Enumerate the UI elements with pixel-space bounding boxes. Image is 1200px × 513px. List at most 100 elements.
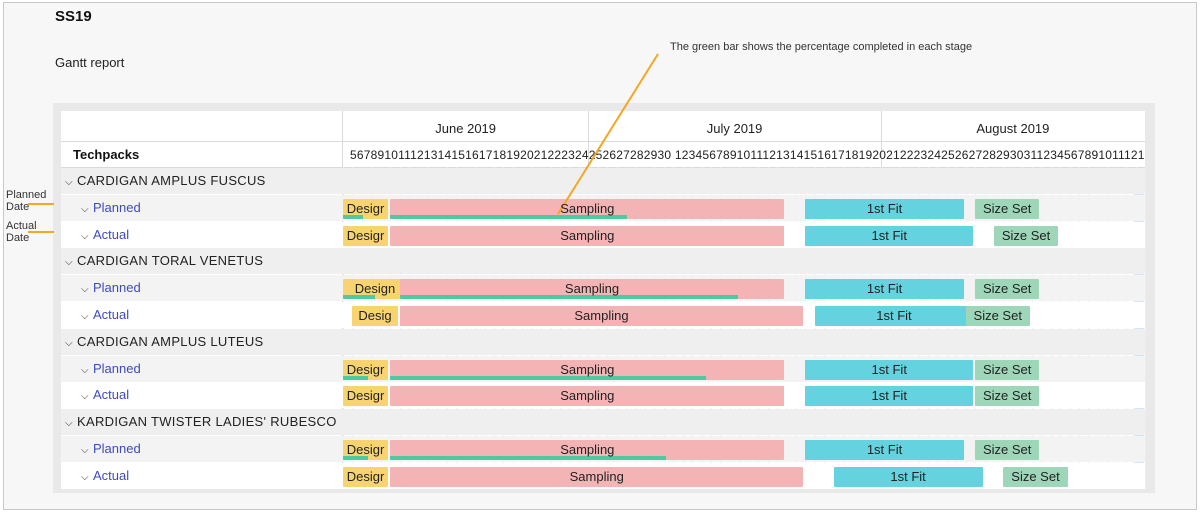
design-bar[interactable]: Desigr	[343, 466, 389, 487]
task-label: Sampling	[560, 361, 615, 377]
planned-row-label[interactable]: ⌵ Planned	[81, 275, 141, 301]
1st-fit-bar[interactable]: 1st Fit	[805, 386, 974, 407]
actual-row: ⌵ Actual Desigr Sampling 1st Fit Size Set	[61, 221, 1145, 248]
size-set-bar[interactable]: Size Set	[975, 440, 1040, 460]
size-set-bar[interactable]: Size Set	[975, 359, 1040, 380]
size-set-bar[interactable]: Size Set	[975, 198, 1040, 219]
task-label: Size Set	[973, 308, 1022, 323]
1st-fit-bar[interactable]: 1st Fit	[814, 306, 974, 326]
report-subtitle: Gantt report	[55, 55, 125, 70]
chevron-down-icon[interactable]: ⌵	[65, 418, 73, 430]
techpack-name-text: KARDIGAN TWISTER LADIES' RUBESCO	[77, 414, 337, 430]
actual-row: ⌵ Actual Desigr Sampling 1st Fit Size Set	[61, 382, 1145, 409]
task-label: Sampling	[564, 281, 620, 297]
chevron-down-icon[interactable]: ⌵	[81, 284, 89, 296]
techpacks-header: Techpacks	[73, 147, 140, 162]
sampling-bar[interactable]: Sampling	[390, 225, 785, 246]
sampling-bar[interactable]: Sampling	[390, 466, 804, 487]
size-set-bar[interactable]: Size Set	[975, 279, 1040, 300]
month-header: June 2019	[435, 121, 497, 136]
actual-link[interactable]: Actual	[93, 226, 130, 242]
chevron-down-icon[interactable]: ⌵	[81, 203, 89, 215]
actual-link[interactable]: Actual	[93, 387, 130, 403]
design-bar[interactable]: Desigr	[343, 198, 389, 219]
actual-row-label[interactable]: ⌵ Actual	[81, 302, 129, 328]
1st-fit-bar[interactable]: 1st Fit	[805, 359, 974, 380]
chevron-down-icon[interactable]: ⌵	[81, 471, 89, 483]
size-set-bar[interactable]: Size Set	[975, 386, 1040, 407]
actual-link[interactable]: Actual	[93, 467, 130, 483]
design-bar[interactable]: Desigr	[343, 225, 389, 246]
gantt-grid: Techpacks June 2019 July 2019 August 2019 …	[61, 111, 1146, 489]
sampling-bar[interactable]: Sampling	[390, 386, 785, 407]
1st-fit-bar[interactable]: 1st Fit	[833, 466, 983, 487]
techpack-group-row[interactable]: ⌵ CARDIGAN TORAL VENETUS	[61, 248, 1145, 275]
size-set-bar[interactable]: Size Set	[1003, 466, 1068, 487]
annotation-pointer-line	[557, 53, 659, 215]
design-bar[interactable]: Desigr	[343, 386, 389, 407]
actual-row-label[interactable]: ⌵ Actual	[81, 463, 129, 489]
task-label: 1st Fit	[871, 388, 907, 404]
sampling-bar[interactable]: Sampling	[399, 306, 804, 326]
progress-bar	[343, 295, 376, 300]
sampling-bar[interactable]: Sampling	[390, 359, 785, 380]
design-bar[interactable]: Desig	[352, 306, 398, 326]
month-divider	[880, 111, 882, 167]
chevron-down-icon[interactable]: ⌵	[65, 177, 73, 188]
actual-date-note: Actual Date	[6, 220, 37, 244]
actual-row: ⌵ Actual Desigr Sampling 1st Fit Size Set	[61, 462, 1145, 489]
planned-link[interactable]: Planned	[93, 441, 141, 456]
sampling-bar[interactable]: Sampling	[390, 440, 785, 460]
actual-row: ⌵ Actual Desig Sampling 1st Fit Size Set	[61, 302, 1145, 328]
chevron-down-icon[interactable]: ⌵	[65, 337, 73, 349]
task-label: Sampling	[574, 308, 629, 323]
task-label: Desigr	[346, 468, 385, 484]
size-set-bar[interactable]: Size Set	[994, 225, 1059, 246]
planned-row: ⌵ Planned Desigr Sampling 1st Fit Size Set	[61, 355, 1145, 382]
task-label: Sampling	[560, 200, 615, 216]
1st-fit-bar[interactable]: 1st Fit	[805, 279, 964, 300]
task-label: Size Set	[982, 442, 1032, 457]
day-gridline	[1145, 167, 1146, 487]
design-bar[interactable]: Design	[343, 279, 408, 300]
techpack-group-row[interactable]: ⌵ CARDIGAN AMPLUS FUSCUS	[61, 168, 1145, 194]
actual-link[interactable]: Actual	[93, 307, 130, 322]
planned-link[interactable]: Planned	[93, 199, 141, 215]
task-label: 1st Fit	[871, 361, 907, 377]
task-label: Size Set	[982, 388, 1032, 404]
gantt-chart: Techpacks June 2019 July 2019 August 2019 …	[53, 103, 1155, 493]
chevron-down-icon[interactable]: ⌵	[81, 391, 89, 403]
planned-row-label[interactable]: ⌵ Planned	[81, 436, 141, 462]
chevron-down-icon[interactable]: ⌵	[81, 364, 89, 376]
1st-fit-bar[interactable]: 1st Fit	[805, 225, 974, 246]
planned-link[interactable]: Planned	[93, 280, 141, 296]
sampling-bar[interactable]: Sampling	[399, 279, 785, 300]
techpack-group-row[interactable]: ⌵ KARDIGAN TWISTER LADIES' RUBESCO	[61, 409, 1145, 436]
actual-row-label[interactable]: ⌵ Actual	[81, 222, 129, 248]
task-label: Desigr	[346, 442, 385, 457]
planned-row-label[interactable]: ⌵ Planned	[81, 195, 141, 221]
planned-row-label[interactable]: ⌵ Planned	[81, 356, 141, 382]
design-bar[interactable]: Desigr	[343, 359, 389, 380]
chevron-down-icon[interactable]: ⌵	[65, 257, 73, 269]
task-label: 1st Fit	[866, 200, 903, 216]
techpack-name-text: CARDIGAN AMPLUS LUTEUS	[77, 333, 264, 349]
progress-bar	[390, 375, 706, 380]
techpack-group-row[interactable]: ⌵ CARDIGAN AMPLUS LUTEUS	[61, 328, 1145, 355]
design-bar[interactable]: Desigr	[343, 440, 389, 460]
chevron-down-icon[interactable]: ⌵	[81, 230, 89, 242]
task-label: Sampling	[560, 442, 615, 457]
chevron-down-icon[interactable]: ⌵	[81, 445, 89, 456]
actual-row-label[interactable]: ⌵ Actual	[81, 382, 129, 408]
chevron-down-icon[interactable]: ⌵	[81, 311, 89, 322]
1st-fit-bar[interactable]: 1st Fit	[805, 440, 964, 460]
planned-link[interactable]: Planned	[93, 360, 141, 376]
sampling-bar[interactable]: Sampling	[390, 198, 785, 219]
size-set-bar[interactable]: Size Set	[965, 306, 1030, 326]
task-label: Desigr	[346, 200, 385, 216]
1st-fit-bar[interactable]: 1st Fit	[805, 198, 964, 219]
day-number-strip: 5678910111213141516171819202122232425262…	[350, 148, 1145, 162]
month-header: August 2019	[976, 121, 1050, 136]
progress-bar	[399, 295, 739, 300]
